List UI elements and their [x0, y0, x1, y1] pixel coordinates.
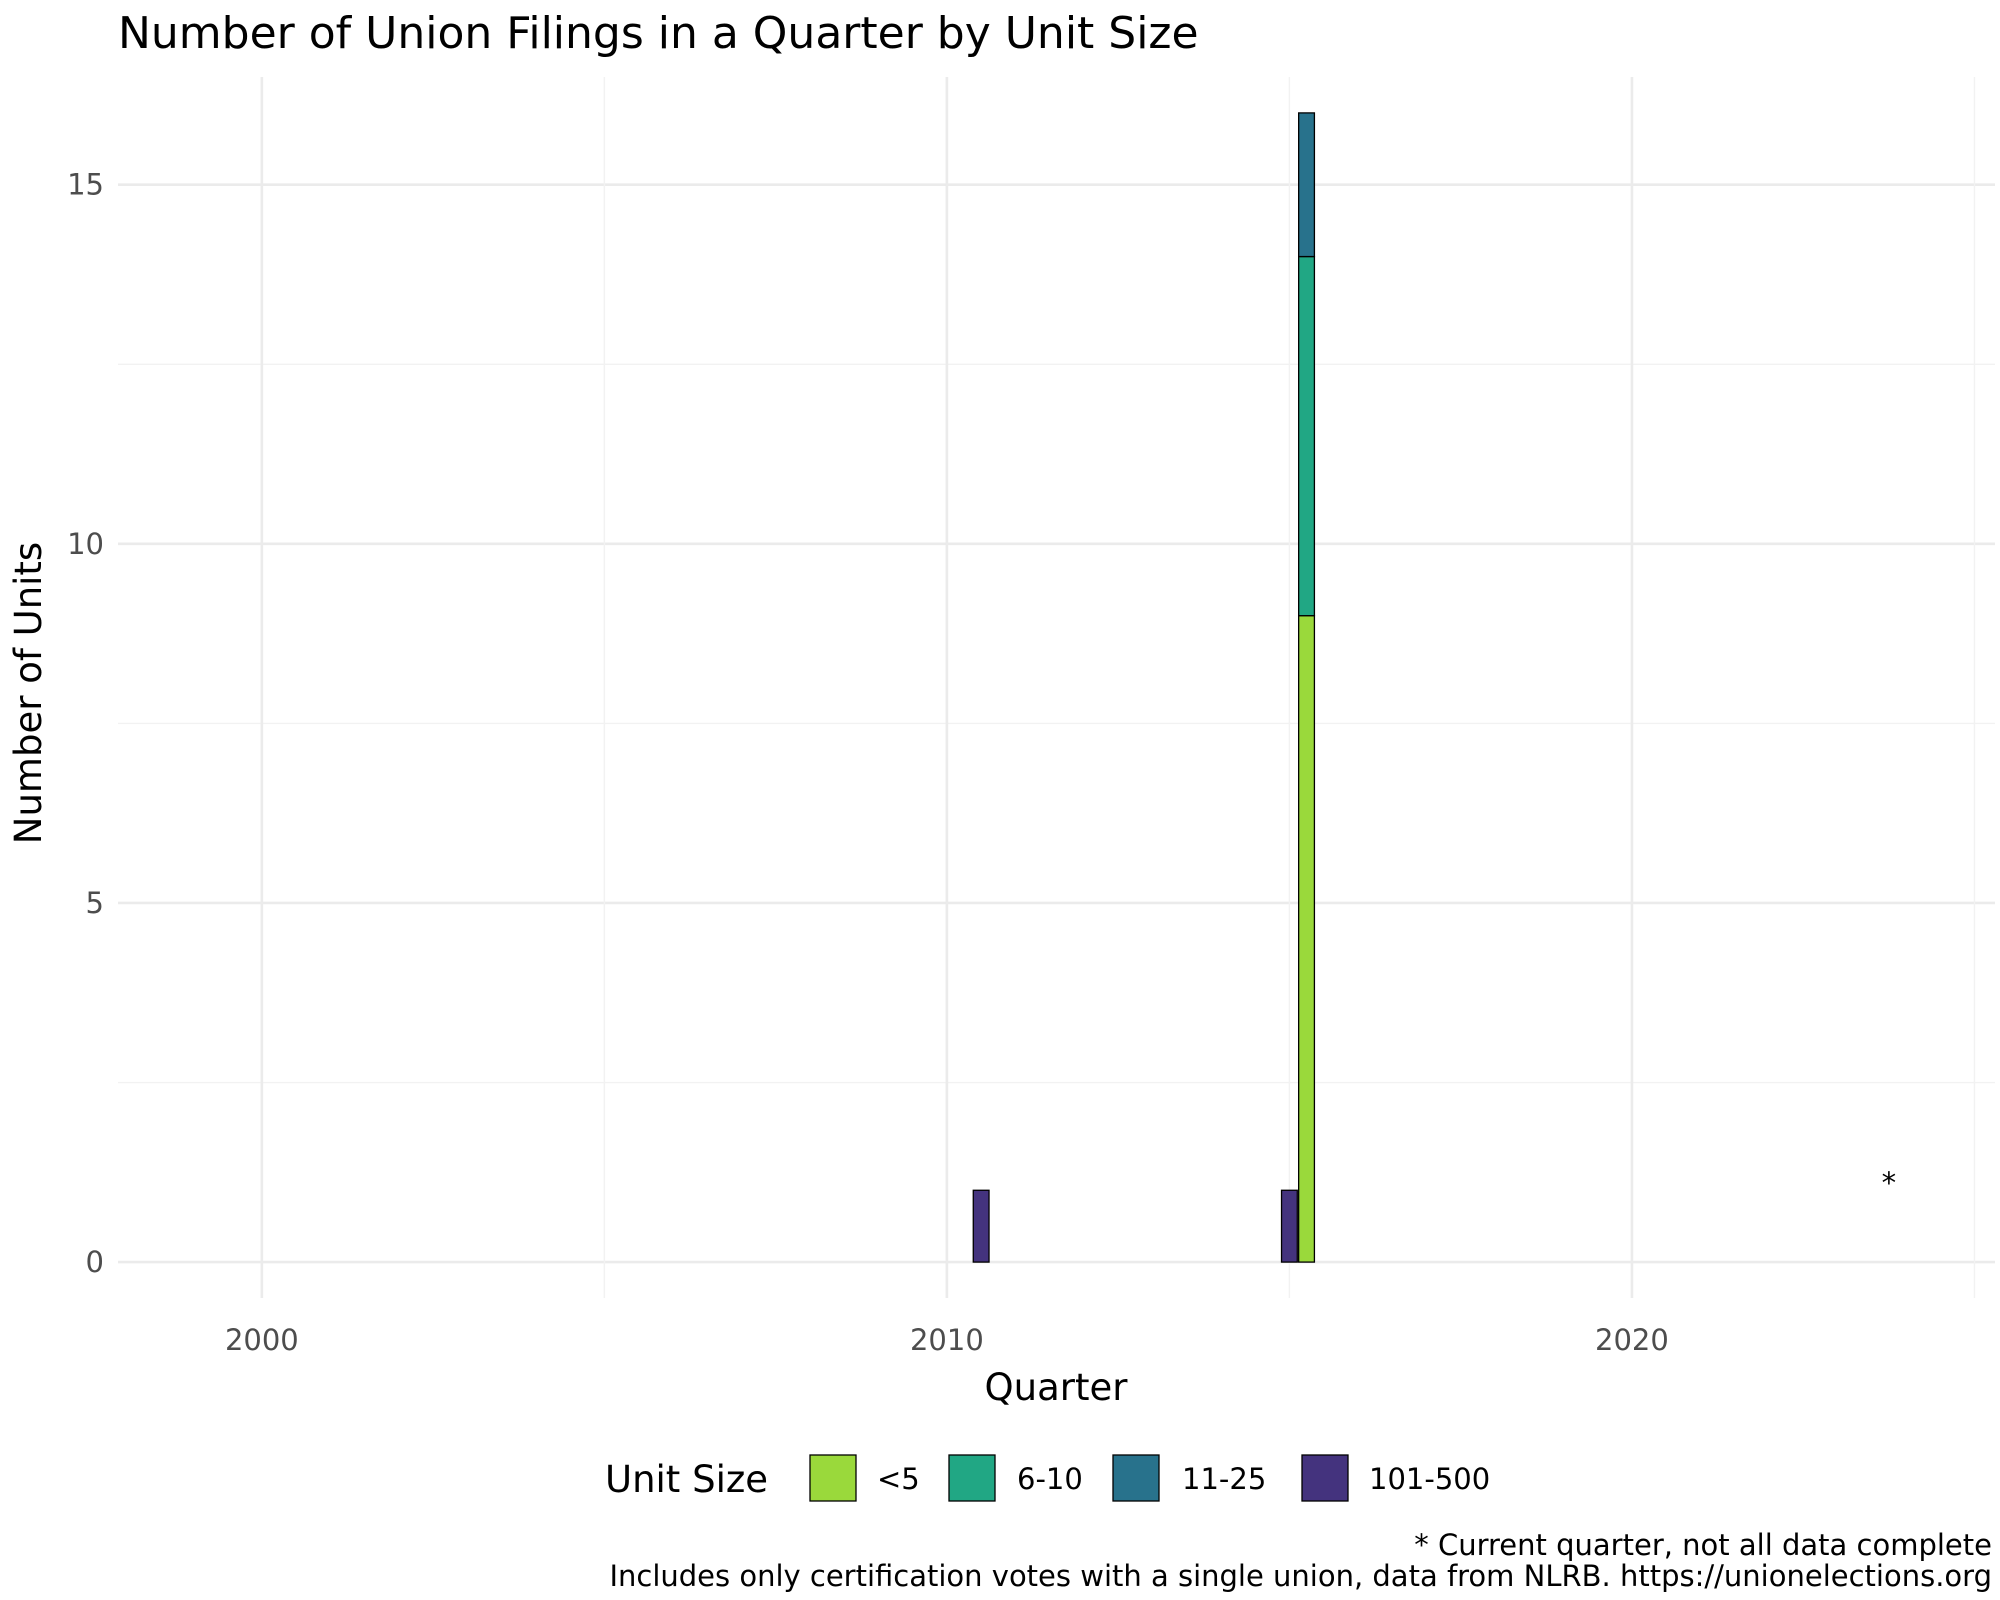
bars — [972, 112, 1316, 1263]
legend-swatch-6-10 — [948, 1454, 996, 1502]
bar-segment-101-500 — [972, 1189, 990, 1263]
x-tick-label: 2000 — [225, 1323, 299, 1357]
y-tick-label: 5 — [86, 886, 104, 920]
bar-segment-lt5 — [1298, 615, 1316, 1263]
x-tick-label: 2020 — [1595, 1323, 1669, 1357]
gridlines — [118, 77, 1995, 1298]
legend: Unit Size <5 6-10 11-25 101-500 — [605, 1454, 1490, 1502]
legend-swatch-11-25 — [1112, 1454, 1160, 1502]
bar-segment-11-25 — [1298, 112, 1316, 258]
legend-swatch-lt5 — [809, 1454, 857, 1502]
tick-labels: 0 5 10 15 2000 2010 2020 — [67, 168, 1669, 1357]
caption-line-1: * Current quarter, not all data complete — [1414, 1528, 1992, 1562]
current-quarter-marker: * — [1882, 1166, 1897, 1200]
x-tick-label: 2010 — [910, 1323, 984, 1357]
bar-segment-6-10 — [1298, 255, 1316, 617]
y-tick-label: 10 — [67, 527, 104, 561]
chart-title: Number of Union Filings in a Quarter by … — [118, 8, 1199, 59]
bar-segment-101-500 — [1280, 1189, 1298, 1263]
legend-label-6-10: 6-10 — [1017, 1462, 1083, 1496]
caption-line-2: Includes only certification votes with a… — [609, 1559, 1992, 1593]
legend-title: Unit Size — [605, 1458, 768, 1501]
y-tick-label: 0 — [86, 1245, 104, 1279]
y-tick-label: 15 — [67, 168, 104, 202]
legend-label-11-25: 11-25 — [1182, 1462, 1266, 1496]
y-axis-title: Number of Units — [7, 542, 50, 844]
legend-label-lt5: <5 — [877, 1462, 920, 1496]
x-axis-title: Quarter — [985, 1366, 1129, 1409]
legend-swatch-101-500 — [1301, 1454, 1349, 1502]
legend-label-101-500: 101-500 — [1369, 1462, 1490, 1496]
